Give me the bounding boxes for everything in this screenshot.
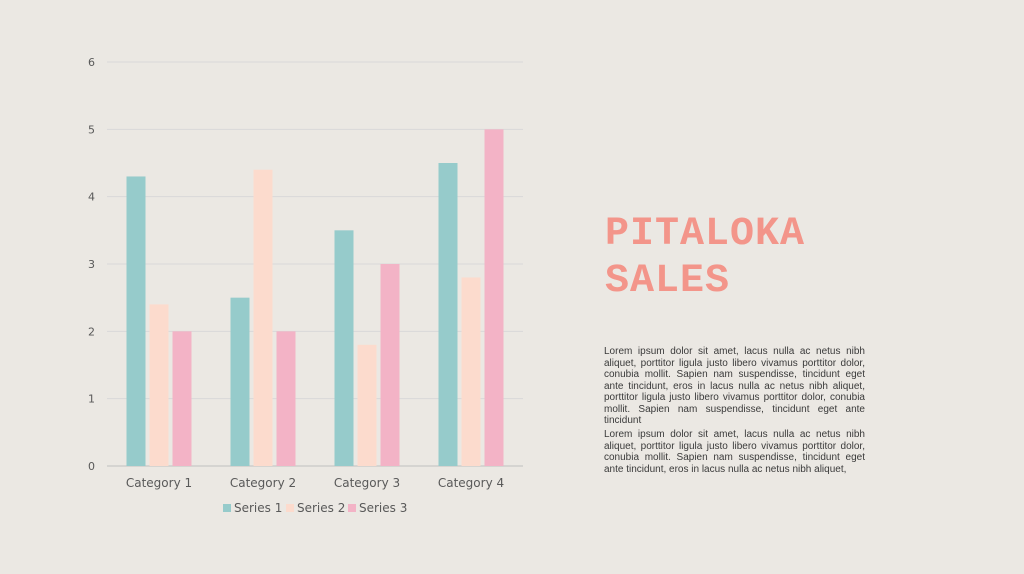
bar: [380, 264, 400, 466]
y-tick-label: 1: [88, 393, 95, 406]
legend-swatch: [286, 504, 294, 512]
y-tick-label: 0: [88, 460, 95, 473]
bar: [461, 277, 481, 466]
legend-label: Series 2: [297, 501, 345, 515]
legend-swatch: [348, 504, 356, 512]
legend-swatch: [223, 504, 231, 512]
bar: [230, 297, 250, 466]
legend-label: Series 3: [359, 501, 407, 515]
bar: [126, 176, 146, 466]
bar: [149, 304, 169, 466]
bar: [438, 163, 458, 466]
bar-chart: 0 1 2 3 4 5 6 Category 1 Category 2 Category 3 Cat…: [88, 56, 523, 515]
title-line-2: SALES: [605, 259, 731, 304]
bar: [334, 230, 354, 466]
bar: [276, 331, 296, 466]
y-tick-label: 5: [88, 123, 95, 136]
x-tick-label: Category 1: [126, 476, 192, 490]
chart-svg: 0 1 2 3 4 5 6 Category 1 Category 2 Category 3 Cat…: [88, 56, 523, 515]
bar: [253, 169, 273, 466]
y-tick-label: 4: [88, 191, 95, 204]
bar: [484, 129, 504, 467]
y-tick-label: 3: [88, 258, 95, 271]
x-tick-label: Category 3: [334, 476, 400, 490]
body-paragraph-1: Lorem ipsum dolor sit amet, lacus nulla …: [604, 346, 865, 426]
bar: [172, 331, 192, 466]
slide-title: PITALOKA SALES: [605, 211, 905, 305]
y-tick-label: 6: [88, 56, 95, 69]
y-tick-label: 2: [88, 325, 95, 338]
bar: [357, 344, 377, 466]
x-tick-label: Category 2: [230, 476, 296, 490]
body-paragraph-2: Lorem ipsum dolor sit amet, lacus nulla …: [604, 429, 865, 475]
x-tick-label: Category 4: [438, 476, 504, 490]
legend-label: Series 1: [234, 501, 282, 515]
title-line-1: PITALOKA: [605, 212, 806, 257]
